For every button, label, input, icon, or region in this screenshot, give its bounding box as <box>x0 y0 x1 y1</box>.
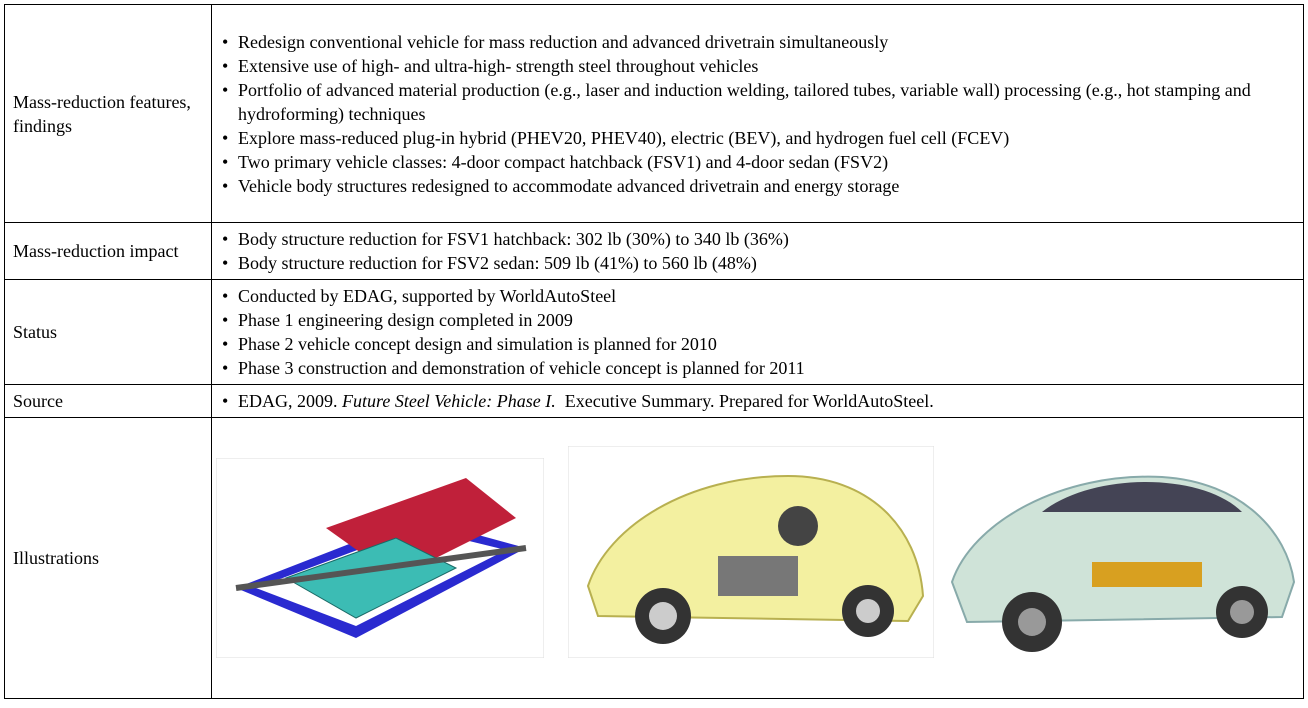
bullet-item: Body structure reduction for FSV1 hatchb… <box>220 227 1295 251</box>
bullet-item: Phase 1 engineering design completed in … <box>220 308 1295 332</box>
row: Illustrations <box>4 417 1304 699</box>
info-table: Mass-reduction features, findings Redesi… <box>4 4 1304 699</box>
source-title: Future Steel Vehicle: Phase I. <box>342 391 556 411</box>
row: Status Conducted by EDAG, supported by W… <box>4 279 1304 385</box>
bullet-item: Vehicle body structures redesigned to ac… <box>220 174 1295 198</box>
row-label: Status <box>4 279 212 385</box>
bullet-item: Two primary vehicle classes: 4-door comp… <box>220 150 1295 174</box>
row-label: Illustrations <box>4 417 212 699</box>
row-content <box>211 417 1304 699</box>
row-content: Body structure reduction for FSV1 hatchb… <box>211 222 1304 280</box>
bullet-list: Conducted by EDAG, supported by WorldAut… <box>220 284 1295 380</box>
row-label: Mass-reduction features, findings <box>4 4 212 223</box>
bullet-item: Explore mass-reduced plug-in hybrid (PHE… <box>220 126 1295 150</box>
bullet-item: Redesign conventional vehicle for mass r… <box>220 30 1295 54</box>
illustrations <box>212 418 1303 698</box>
source-text: Executive Summary. Prepared for WorldAut… <box>564 391 934 411</box>
row-content: Conducted by EDAG, supported by WorldAut… <box>211 279 1304 385</box>
bullet-item: Portfolio of advanced material productio… <box>220 78 1295 126</box>
illustration-hatchback <box>568 446 934 658</box>
bullet-item: Phase 2 vehicle concept design and simul… <box>220 332 1295 356</box>
source-text: EDAG, 2009. <box>238 391 338 411</box>
bullet-item: Body structure reduction for FSV2 sedan:… <box>220 251 1295 275</box>
bullet-list: Body structure reduction for FSV1 hatchb… <box>220 227 1295 275</box>
bullet-item: Phase 3 construction and demonstration o… <box>220 356 1295 380</box>
bullet-item: Extensive use of high- and ultra-high- s… <box>220 54 1295 78</box>
row: Mass-reduction impact Body structure red… <box>4 222 1304 280</box>
illustration-chassis <box>216 458 544 658</box>
row-label: Mass-reduction impact <box>4 222 212 280</box>
row-content: EDAG, 2009. Future Steel Vehicle: Phase … <box>211 384 1304 418</box>
illustration-sedan <box>942 452 1300 660</box>
bullet-item: Conducted by EDAG, supported by WorldAut… <box>220 284 1295 308</box>
row: Source EDAG, 2009. Future Steel Vehicle:… <box>4 384 1304 418</box>
bullet-list: Redesign conventional vehicle for mass r… <box>220 30 1295 198</box>
row: Mass-reduction features, findings Redesi… <box>4 4 1304 223</box>
row-content: Redesign conventional vehicle for mass r… <box>211 4 1304 223</box>
row-label: Source <box>4 384 212 418</box>
source-item: EDAG, 2009. Future Steel Vehicle: Phase … <box>220 389 1295 413</box>
